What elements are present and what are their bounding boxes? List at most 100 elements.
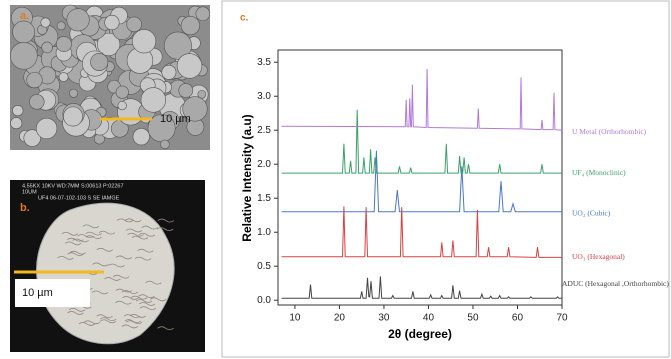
ridge	[68, 307, 86, 312]
series-label: UO₂ (Cubic)	[572, 209, 611, 218]
ridge	[130, 295, 148, 300]
x-tick-label: 20	[334, 313, 346, 324]
series-line	[281, 150, 562, 213]
grain	[23, 129, 41, 147]
grain	[117, 100, 127, 111]
series-label: U Metal (Orthorhombic)	[572, 127, 647, 136]
grain	[195, 6, 211, 22]
grain	[56, 21, 66, 31]
ridge	[115, 288, 133, 293]
sem-texture	[57, 218, 175, 331]
grain	[29, 94, 45, 110]
panel-label: c.	[240, 13, 249, 24]
grain	[180, 15, 200, 36]
ridge	[135, 299, 153, 303]
ridge	[125, 228, 143, 233]
ridge	[138, 294, 155, 299]
grain	[10, 41, 38, 70]
ridge	[108, 263, 125, 268]
grain	[115, 85, 129, 99]
ridge	[131, 235, 149, 240]
ridge	[115, 255, 133, 260]
grain	[176, 53, 203, 79]
ridge	[69, 250, 86, 255]
grain	[12, 20, 35, 44]
grain	[131, 29, 157, 54]
ridge	[157, 218, 175, 223]
scale-box	[15, 279, 90, 307]
ridge	[104, 277, 121, 281]
x-tick-label: 10	[289, 313, 301, 324]
y-tick-label: 3.0	[257, 91, 271, 102]
ridge	[64, 241, 82, 246]
ridge	[139, 306, 157, 311]
series-line	[281, 68, 563, 131]
grain	[69, 88, 79, 98]
grain	[96, 32, 121, 57]
sem-texture	[10, 4, 211, 150]
grain	[35, 117, 58, 140]
ridge	[72, 238, 89, 243]
grain	[41, 41, 53, 54]
ridge	[121, 324, 139, 329]
grain	[63, 106, 83, 127]
ridge	[141, 225, 158, 230]
grain	[26, 71, 43, 89]
ridge	[92, 262, 109, 267]
ridge	[85, 231, 103, 236]
y-axis-title: Relative Intensity (a.u)	[240, 114, 254, 241]
grain	[58, 72, 69, 82]
x-tick-label: 50	[467, 313, 479, 324]
sem-info: UF4 06-07-102-103 S SE IAMGE	[38, 195, 120, 201]
sem-info: 10UM	[22, 189, 37, 195]
ridge	[77, 234, 94, 238]
ridge	[122, 296, 139, 300]
ridge	[67, 311, 84, 315]
ridge	[92, 290, 109, 295]
ridge	[99, 319, 117, 324]
ridge	[116, 218, 134, 223]
panel-label: b.	[20, 202, 30, 214]
series-line	[281, 206, 562, 258]
y-tick-label: 1.5	[257, 193, 271, 204]
panel-label: a.	[20, 10, 29, 22]
series-label: UF₄ (Monoclinic)	[572, 168, 626, 177]
grain	[182, 96, 208, 122]
series-label: UO₃ (Hexagonal)	[572, 252, 625, 261]
y-tick-label: 2.0	[257, 159, 271, 170]
grain	[160, 139, 170, 150]
grain	[40, 17, 51, 28]
y-tick-label: 0.5	[257, 261, 271, 272]
ridge	[115, 300, 132, 305]
ridge	[127, 232, 144, 237]
grain	[163, 31, 192, 60]
grain	[12, 104, 24, 117]
x-tick-label: 70	[556, 313, 568, 324]
plot: 0.0 0.5 1.0 1.5 2.0 2.5 3.0 3.5 10 20 30 40 50 60 70 AD…	[257, 49, 669, 324]
grain	[132, 128, 150, 146]
grain	[56, 36, 72, 52]
grain	[161, 64, 177, 80]
series-line	[281, 109, 562, 174]
grain	[140, 87, 166, 113]
y-tick-label: 3.5	[257, 57, 271, 68]
ridge	[99, 317, 117, 322]
ridge	[138, 302, 156, 306]
ridge	[138, 232, 156, 237]
grain	[178, 83, 194, 98]
ridge	[78, 322, 96, 326]
ridge	[98, 230, 116, 235]
ridge	[125, 218, 142, 223]
ridge	[123, 314, 141, 319]
x-tick-label: 40	[423, 313, 435, 324]
ridge	[149, 297, 167, 302]
ridge	[137, 248, 154, 253]
y-tick-label: 0.0	[257, 295, 271, 306]
ridge	[85, 235, 102, 240]
ridge	[134, 256, 152, 261]
ridge	[67, 252, 84, 257]
x-tick-label: 60	[512, 313, 524, 324]
y-tick-label: 2.5	[257, 125, 271, 136]
x-tick-label: 30	[378, 313, 390, 324]
